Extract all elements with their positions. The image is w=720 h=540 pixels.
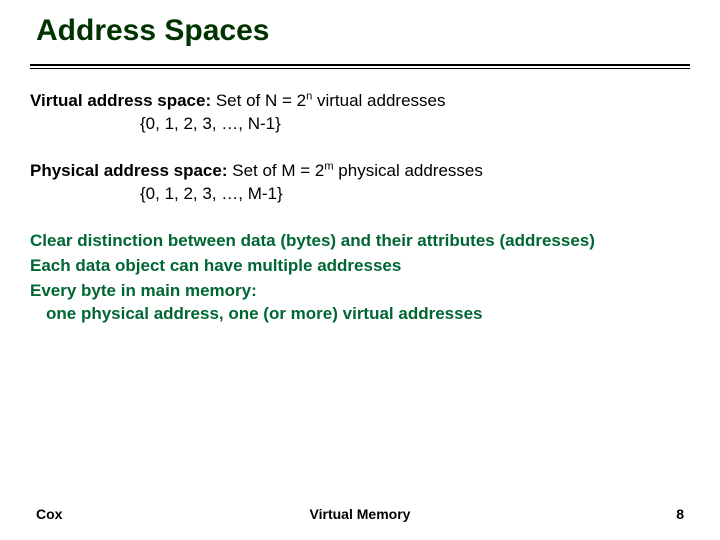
point-3: Every byte in main memory: one physical … bbox=[30, 280, 690, 326]
virtual-text-b: virtual addresses bbox=[312, 91, 445, 110]
physical-text-b: physical addresses bbox=[334, 161, 483, 180]
footer-center: Virtual Memory bbox=[36, 506, 684, 522]
virtual-block: Virtual address space: Set of N = 2n vir… bbox=[30, 90, 690, 136]
physical-text-a: Set of M = 2 bbox=[228, 161, 325, 180]
virtual-label: Virtual address space: bbox=[30, 91, 211, 110]
point-2: Each data object can have multiple addre… bbox=[30, 255, 690, 278]
footer-page: 8 bbox=[676, 506, 684, 522]
point-3b: one physical address, one (or more) virt… bbox=[46, 304, 483, 323]
slide-body: Virtual address space: Set of N = 2n vir… bbox=[30, 90, 690, 328]
physical-exp: m bbox=[324, 160, 333, 172]
point-1: Clear distinction between data (bytes) a… bbox=[30, 230, 690, 253]
slide-title: Address Spaces bbox=[36, 14, 269, 48]
physical-label: Physical address space: bbox=[30, 161, 228, 180]
point-3a: Every byte in main memory: bbox=[30, 281, 257, 300]
points-block: Clear distinction between data (bytes) a… bbox=[30, 230, 690, 326]
physical-set: {0, 1, 2, 3, …, M-1} bbox=[30, 183, 690, 206]
slide: Address Spaces Virtual address space: Se… bbox=[0, 0, 720, 540]
virtual-text-a: Set of N = 2 bbox=[211, 91, 306, 110]
physical-block: Physical address space: Set of M = 2m ph… bbox=[30, 160, 690, 206]
virtual-set: {0, 1, 2, 3, …, N-1} bbox=[30, 113, 690, 136]
title-rule bbox=[30, 64, 690, 69]
